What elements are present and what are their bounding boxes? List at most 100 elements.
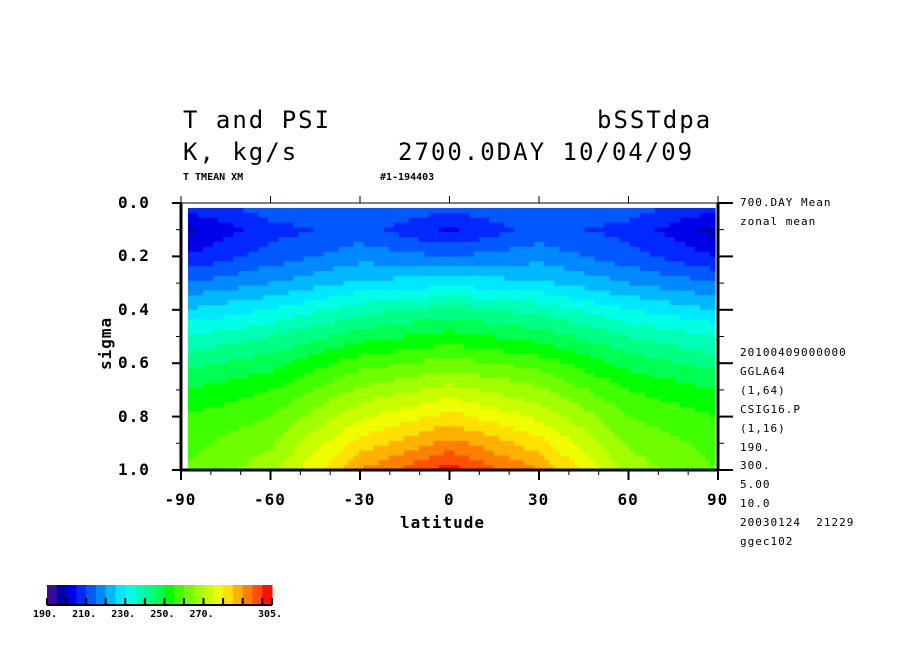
contour-cell xyxy=(263,261,269,267)
contour-cell xyxy=(263,348,269,355)
contour-cell xyxy=(428,334,435,340)
contour-cell xyxy=(233,256,239,262)
contour-cell xyxy=(343,436,350,442)
contour-cell xyxy=(599,406,606,413)
contour-cell xyxy=(418,455,425,461)
contour-cell xyxy=(454,353,460,360)
contour-cell xyxy=(479,295,485,301)
contour-cell xyxy=(383,295,390,301)
contour-cell xyxy=(479,334,485,340)
contour-cell xyxy=(318,217,325,224)
contour-cell xyxy=(499,382,505,389)
contour-cell xyxy=(353,445,360,452)
contour-cell xyxy=(539,440,545,447)
contour-cell xyxy=(539,295,545,301)
contour-cell xyxy=(263,295,269,301)
contour-cell xyxy=(203,460,209,466)
contour-cell xyxy=(639,416,646,423)
contour-cell xyxy=(408,319,415,326)
contour-cell xyxy=(433,392,440,398)
contour-cell xyxy=(559,329,566,335)
contour-cell xyxy=(569,421,576,427)
contour-cell xyxy=(348,329,355,335)
contour-cell xyxy=(459,455,465,461)
contour-cell xyxy=(579,372,586,379)
contour-cell xyxy=(288,208,294,214)
contour-cell xyxy=(208,266,214,272)
contour-cell xyxy=(614,426,621,432)
contour-cell xyxy=(624,251,631,258)
contour-cell xyxy=(554,237,561,243)
contour-cell xyxy=(328,208,335,214)
contour-cell xyxy=(193,431,199,437)
contour-cell xyxy=(494,450,500,457)
contour-cell xyxy=(564,275,571,282)
contour-cell xyxy=(534,436,540,442)
contour-cell xyxy=(514,387,520,393)
contour-cell xyxy=(494,246,500,253)
contour-cell xyxy=(303,343,310,350)
contour-cell xyxy=(228,348,234,355)
contour-cell xyxy=(268,251,274,258)
contour-cell xyxy=(428,387,435,393)
contour-cell xyxy=(514,208,520,214)
contour-cell xyxy=(268,411,274,418)
contour-cell xyxy=(293,416,300,423)
contour-cell xyxy=(448,290,455,296)
contour-cell xyxy=(629,397,636,403)
contour-cell xyxy=(288,377,294,384)
contour-cell xyxy=(393,377,400,384)
contour-cell xyxy=(243,368,249,374)
contour-cell xyxy=(393,450,400,457)
contour-cell xyxy=(278,348,284,355)
contour-cell xyxy=(288,363,294,369)
contour-cell xyxy=(378,300,385,306)
contour-cell xyxy=(298,426,305,432)
contour-cell xyxy=(614,246,621,253)
contour-cell xyxy=(544,426,550,432)
contour-cell xyxy=(584,402,591,408)
contour-cell xyxy=(484,406,490,413)
contour-cell xyxy=(514,343,520,350)
contour-cell xyxy=(353,339,360,345)
contour-cell xyxy=(348,377,355,384)
contour-cell xyxy=(614,358,621,364)
contour-cell xyxy=(213,319,219,326)
contour-cell xyxy=(348,339,355,345)
contour-cell xyxy=(644,353,651,360)
contour-cell xyxy=(233,295,239,301)
contour-cell xyxy=(203,309,209,316)
contour-cell xyxy=(388,241,395,248)
contour-cell xyxy=(268,382,274,389)
contour-cell xyxy=(253,227,259,233)
contour-cell xyxy=(534,406,540,413)
contour-cell xyxy=(213,232,219,238)
contour-cell xyxy=(373,445,380,452)
contour-cell xyxy=(423,382,430,389)
contour-cell xyxy=(333,387,340,393)
contour-cell xyxy=(208,237,214,243)
contour-cell xyxy=(343,343,350,350)
contour-cell xyxy=(609,436,616,442)
contour-cell xyxy=(639,392,646,398)
contour-cell xyxy=(514,397,520,403)
contour-cell xyxy=(368,208,375,214)
contour-cell xyxy=(328,343,335,350)
contour-cell xyxy=(479,368,485,374)
contour-cell xyxy=(509,275,515,282)
contour-cell xyxy=(634,290,641,296)
contour-cell xyxy=(649,314,656,321)
contour-cell xyxy=(484,392,490,398)
contour-cell xyxy=(363,397,370,403)
contour-cell xyxy=(494,261,500,267)
contour-cell xyxy=(348,392,355,398)
contour-cell xyxy=(213,372,219,379)
contour-cell xyxy=(378,222,385,229)
contour-cell xyxy=(574,285,581,292)
contour-cell xyxy=(504,275,510,282)
contour-cell xyxy=(293,261,300,267)
contour-cell xyxy=(318,295,325,301)
contour-cell xyxy=(303,460,310,466)
contour-cell xyxy=(403,416,410,423)
contour-cell xyxy=(469,300,475,306)
